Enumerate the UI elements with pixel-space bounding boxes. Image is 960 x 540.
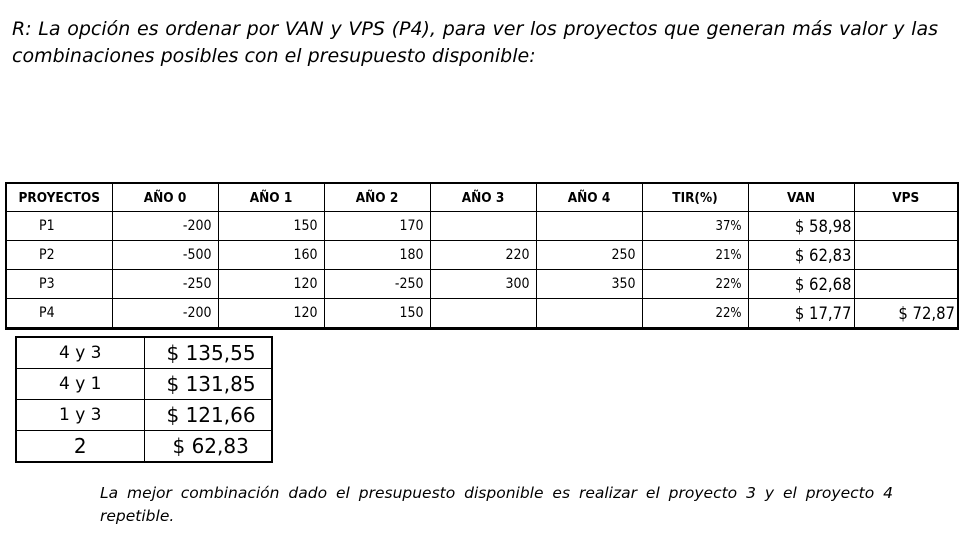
project-name-cell: P2 bbox=[5, 240, 113, 270]
combination-value-cell: $ 62,83 bbox=[143, 430, 273, 463]
year1-cell: 120 bbox=[217, 298, 325, 330]
van-cell: $ 58,98 bbox=[747, 211, 855, 241]
table-row: P2 -500 160 180 220 250 21% $ 62,83 bbox=[5, 240, 959, 270]
project-name-cell: P1 bbox=[5, 211, 113, 241]
table-row: 1 y 3 $ 121,66 bbox=[15, 399, 273, 431]
year3-cell bbox=[429, 298, 537, 330]
year2-cell: 150 bbox=[323, 298, 431, 330]
year0-cell: -500 bbox=[111, 240, 219, 270]
vps-cell bbox=[853, 211, 959, 241]
year1-cell: 160 bbox=[217, 240, 325, 270]
column-header: AÑO 1 bbox=[217, 182, 325, 212]
project-name-cell: P3 bbox=[5, 269, 113, 299]
van-cell: $ 62,68 bbox=[747, 269, 855, 299]
column-header: TIR(%) bbox=[641, 182, 749, 212]
table-row: 4 y 1 $ 131,85 bbox=[15, 368, 273, 400]
table-row: P4 -200 120 150 22% $ 17,77 $ 72,87 bbox=[5, 298, 959, 330]
year1-cell: 120 bbox=[217, 269, 325, 299]
table-row: P3 -250 120 -250 300 350 22% $ 62,68 bbox=[5, 269, 959, 299]
table-row: P1 -200 150 170 37% $ 58,98 bbox=[5, 211, 959, 241]
combination-cell: 2 bbox=[15, 430, 145, 463]
van-cell: $ 62,83 bbox=[747, 240, 855, 270]
year2-cell: 170 bbox=[323, 211, 431, 241]
column-header: AÑO 2 bbox=[323, 182, 431, 212]
column-header: VPS bbox=[853, 182, 959, 212]
table-header-row: PROYECTOS AÑO 0 AÑO 1 AÑO 2 AÑO 3 AÑO 4 … bbox=[5, 182, 959, 212]
year0-cell: -200 bbox=[111, 298, 219, 330]
vps-cell: $ 72,87 bbox=[853, 298, 959, 330]
combination-cell: 4 y 3 bbox=[15, 336, 145, 369]
column-header: VAN bbox=[747, 182, 855, 212]
intro-text: R: La opción es ordenar por VAN y VPS (P… bbox=[12, 18, 938, 67]
year4-cell: 350 bbox=[535, 269, 643, 299]
project-name-cell: P4 bbox=[5, 298, 113, 330]
table-row: 2 $ 62,83 bbox=[15, 430, 273, 463]
year3-cell: 220 bbox=[429, 240, 537, 270]
combination-cell: 4 y 1 bbox=[15, 368, 145, 400]
tir-cell: 21% bbox=[641, 240, 749, 270]
column-header: AÑO 4 bbox=[535, 182, 643, 212]
van-cell: $ 17,77 bbox=[747, 298, 855, 330]
conclusion-text: La mejor combinación dado el presupuesto… bbox=[100, 484, 893, 525]
table-row: 4 y 3 $ 135,55 bbox=[15, 336, 273, 369]
year0-cell: -250 bbox=[111, 269, 219, 299]
year3-cell: 300 bbox=[429, 269, 537, 299]
tir-cell: 22% bbox=[641, 269, 749, 299]
year4-cell bbox=[535, 298, 643, 330]
combinations-table: 4 y 3 $ 135,55 4 y 1 $ 131,85 1 y 3 $ 12… bbox=[15, 336, 273, 463]
projects-table: PROYECTOS AÑO 0 AÑO 1 AÑO 2 AÑO 3 AÑO 4 … bbox=[5, 182, 959, 330]
vps-cell bbox=[853, 240, 959, 270]
year2-cell: 180 bbox=[323, 240, 431, 270]
tir-cell: 37% bbox=[641, 211, 749, 241]
year4-cell bbox=[535, 211, 643, 241]
year4-cell: 250 bbox=[535, 240, 643, 270]
combination-value-cell: $ 131,85 bbox=[143, 368, 273, 400]
column-header: PROYECTOS bbox=[5, 182, 113, 212]
combination-cell: 1 y 3 bbox=[15, 399, 145, 431]
column-header: AÑO 0 bbox=[111, 182, 219, 212]
year2-cell: -250 bbox=[323, 269, 431, 299]
combination-value-cell: $ 121,66 bbox=[143, 399, 273, 431]
tir-cell: 22% bbox=[641, 298, 749, 330]
year1-cell: 150 bbox=[217, 211, 325, 241]
combination-value-cell: $ 135,55 bbox=[143, 336, 273, 369]
column-header: AÑO 3 bbox=[429, 182, 537, 212]
year0-cell: -200 bbox=[111, 211, 219, 241]
vps-cell bbox=[853, 269, 959, 299]
year3-cell bbox=[429, 211, 537, 241]
